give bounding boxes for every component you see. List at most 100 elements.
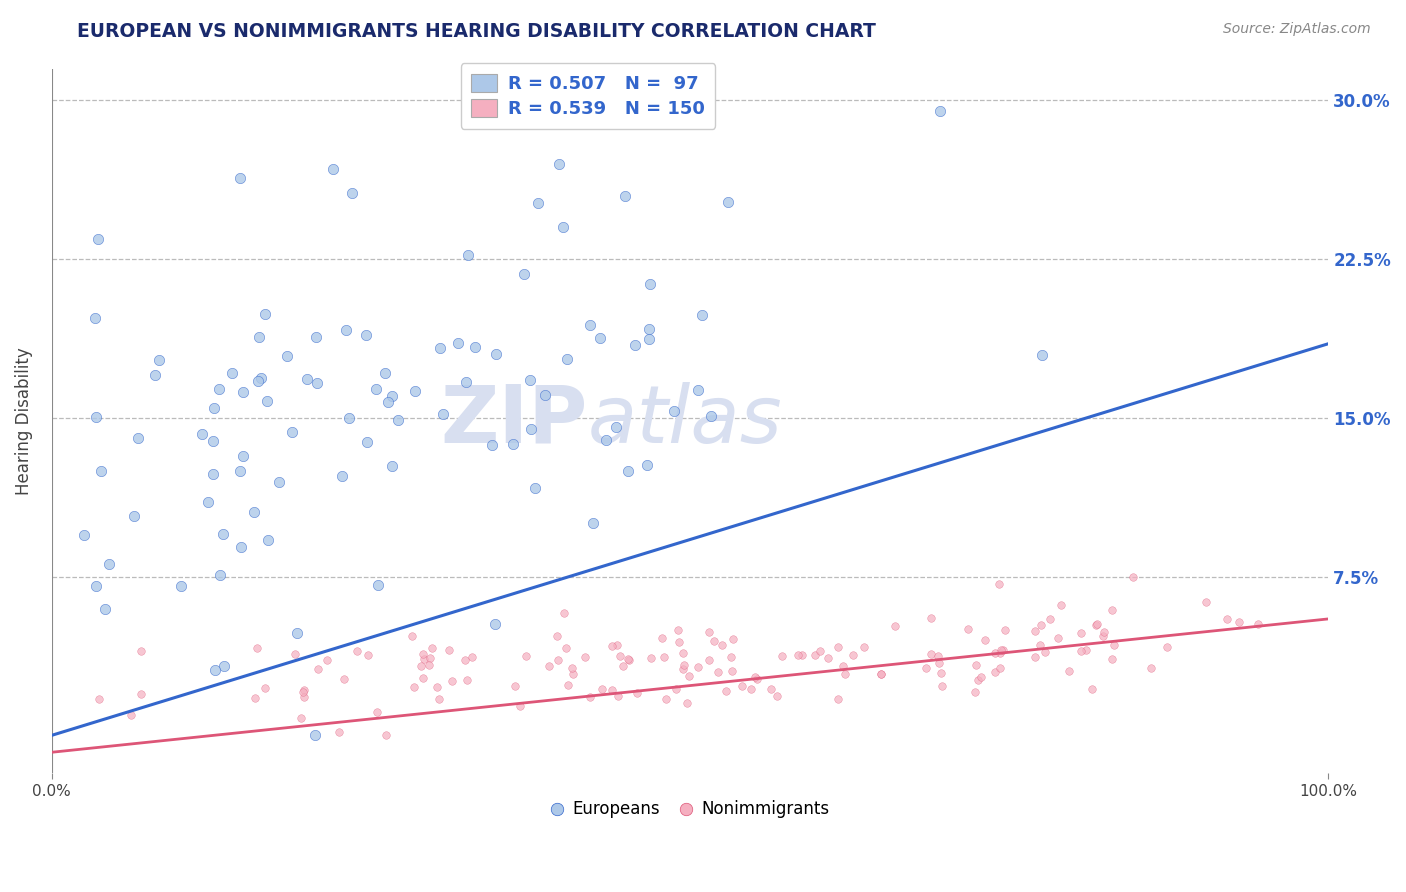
- Point: [1033, 645, 1056, 659]
- Point: [988, 577, 1011, 591]
- Point: [963, 685, 986, 699]
- Point: [665, 682, 688, 697]
- Point: [920, 611, 942, 625]
- Point: [1074, 643, 1097, 657]
- Point: [562, 667, 585, 681]
- Point: [292, 685, 315, 699]
- Point: [307, 662, 329, 676]
- Point: [229, 541, 252, 555]
- Point: [988, 646, 1011, 660]
- Point: [1070, 644, 1092, 658]
- Point: [988, 661, 1011, 675]
- Point: [1094, 625, 1116, 640]
- Point: [122, 508, 145, 523]
- Point: [256, 533, 278, 547]
- Point: [304, 330, 326, 344]
- Point: [87, 691, 110, 706]
- Point: [280, 425, 302, 439]
- Point: [284, 648, 307, 662]
- Point: [447, 335, 470, 350]
- Point: [170, 578, 193, 592]
- Point: [509, 699, 531, 714]
- Point: [1195, 595, 1218, 609]
- Point: [513, 267, 536, 281]
- Point: [1084, 618, 1107, 632]
- Point: [429, 342, 451, 356]
- Point: [243, 691, 266, 706]
- Point: [766, 689, 789, 703]
- Point: [607, 689, 630, 703]
- Point: [626, 685, 648, 699]
- Point: [717, 195, 740, 210]
- Point: [548, 157, 571, 171]
- Point: [332, 469, 354, 483]
- Point: [637, 322, 659, 336]
- Point: [984, 646, 1007, 660]
- Point: [432, 407, 454, 421]
- Point: [269, 475, 291, 489]
- Point: [1140, 661, 1163, 675]
- Point: [703, 634, 725, 648]
- Point: [537, 659, 560, 673]
- Point: [346, 644, 368, 658]
- Point: [208, 567, 231, 582]
- Text: EUROPEAN VS NONIMMIGRANTS HEARING DISABILITY CORRELATION CHART: EUROPEAN VS NONIMMIGRANTS HEARING DISABI…: [77, 22, 876, 41]
- Point: [668, 635, 690, 649]
- Point: [1101, 652, 1123, 666]
- Point: [808, 644, 831, 658]
- Point: [520, 422, 543, 436]
- Point: [1057, 664, 1080, 678]
- Point: [672, 662, 695, 676]
- Point: [672, 646, 695, 660]
- Point: [212, 659, 235, 673]
- Point: [842, 648, 865, 662]
- Point: [770, 649, 793, 664]
- Point: [1046, 631, 1069, 645]
- Point: [276, 349, 298, 363]
- Point: [609, 649, 631, 664]
- Point: [129, 687, 152, 701]
- Point: [1227, 615, 1250, 629]
- Point: [515, 649, 537, 664]
- Point: [605, 420, 627, 434]
- Point: [440, 673, 463, 688]
- Point: [375, 728, 398, 742]
- Point: [721, 632, 744, 646]
- Point: [207, 382, 229, 396]
- Point: [401, 629, 423, 643]
- Point: [970, 670, 993, 684]
- Point: [412, 671, 434, 685]
- Point: [148, 353, 170, 368]
- Point: [202, 467, 225, 481]
- Point: [232, 385, 254, 400]
- Point: [1085, 617, 1108, 632]
- Point: [1031, 348, 1053, 362]
- Point: [381, 459, 404, 474]
- Point: [1102, 638, 1125, 652]
- Point: [356, 327, 378, 342]
- Legend: Europeans, Nonimmigrants: Europeans, Nonimmigrants: [544, 794, 837, 825]
- Text: Source: ZipAtlas.com: Source: ZipAtlas.com: [1223, 22, 1371, 37]
- Point: [1156, 640, 1178, 655]
- Point: [1216, 612, 1239, 626]
- Point: [404, 384, 426, 398]
- Point: [697, 625, 720, 640]
- Point: [602, 640, 624, 654]
- Point: [212, 526, 235, 541]
- Point: [357, 648, 380, 662]
- Point: [928, 103, 950, 118]
- Point: [292, 683, 315, 698]
- Point: [853, 640, 876, 654]
- Point: [454, 653, 477, 667]
- Point: [87, 232, 110, 246]
- Point: [638, 332, 661, 346]
- Text: ZIP: ZIP: [440, 382, 588, 460]
- Point: [786, 648, 808, 663]
- Point: [817, 651, 839, 665]
- Point: [519, 374, 541, 388]
- Point: [485, 347, 508, 361]
- Point: [869, 666, 891, 681]
- Point: [333, 672, 356, 686]
- Point: [582, 516, 605, 531]
- Point: [464, 340, 486, 354]
